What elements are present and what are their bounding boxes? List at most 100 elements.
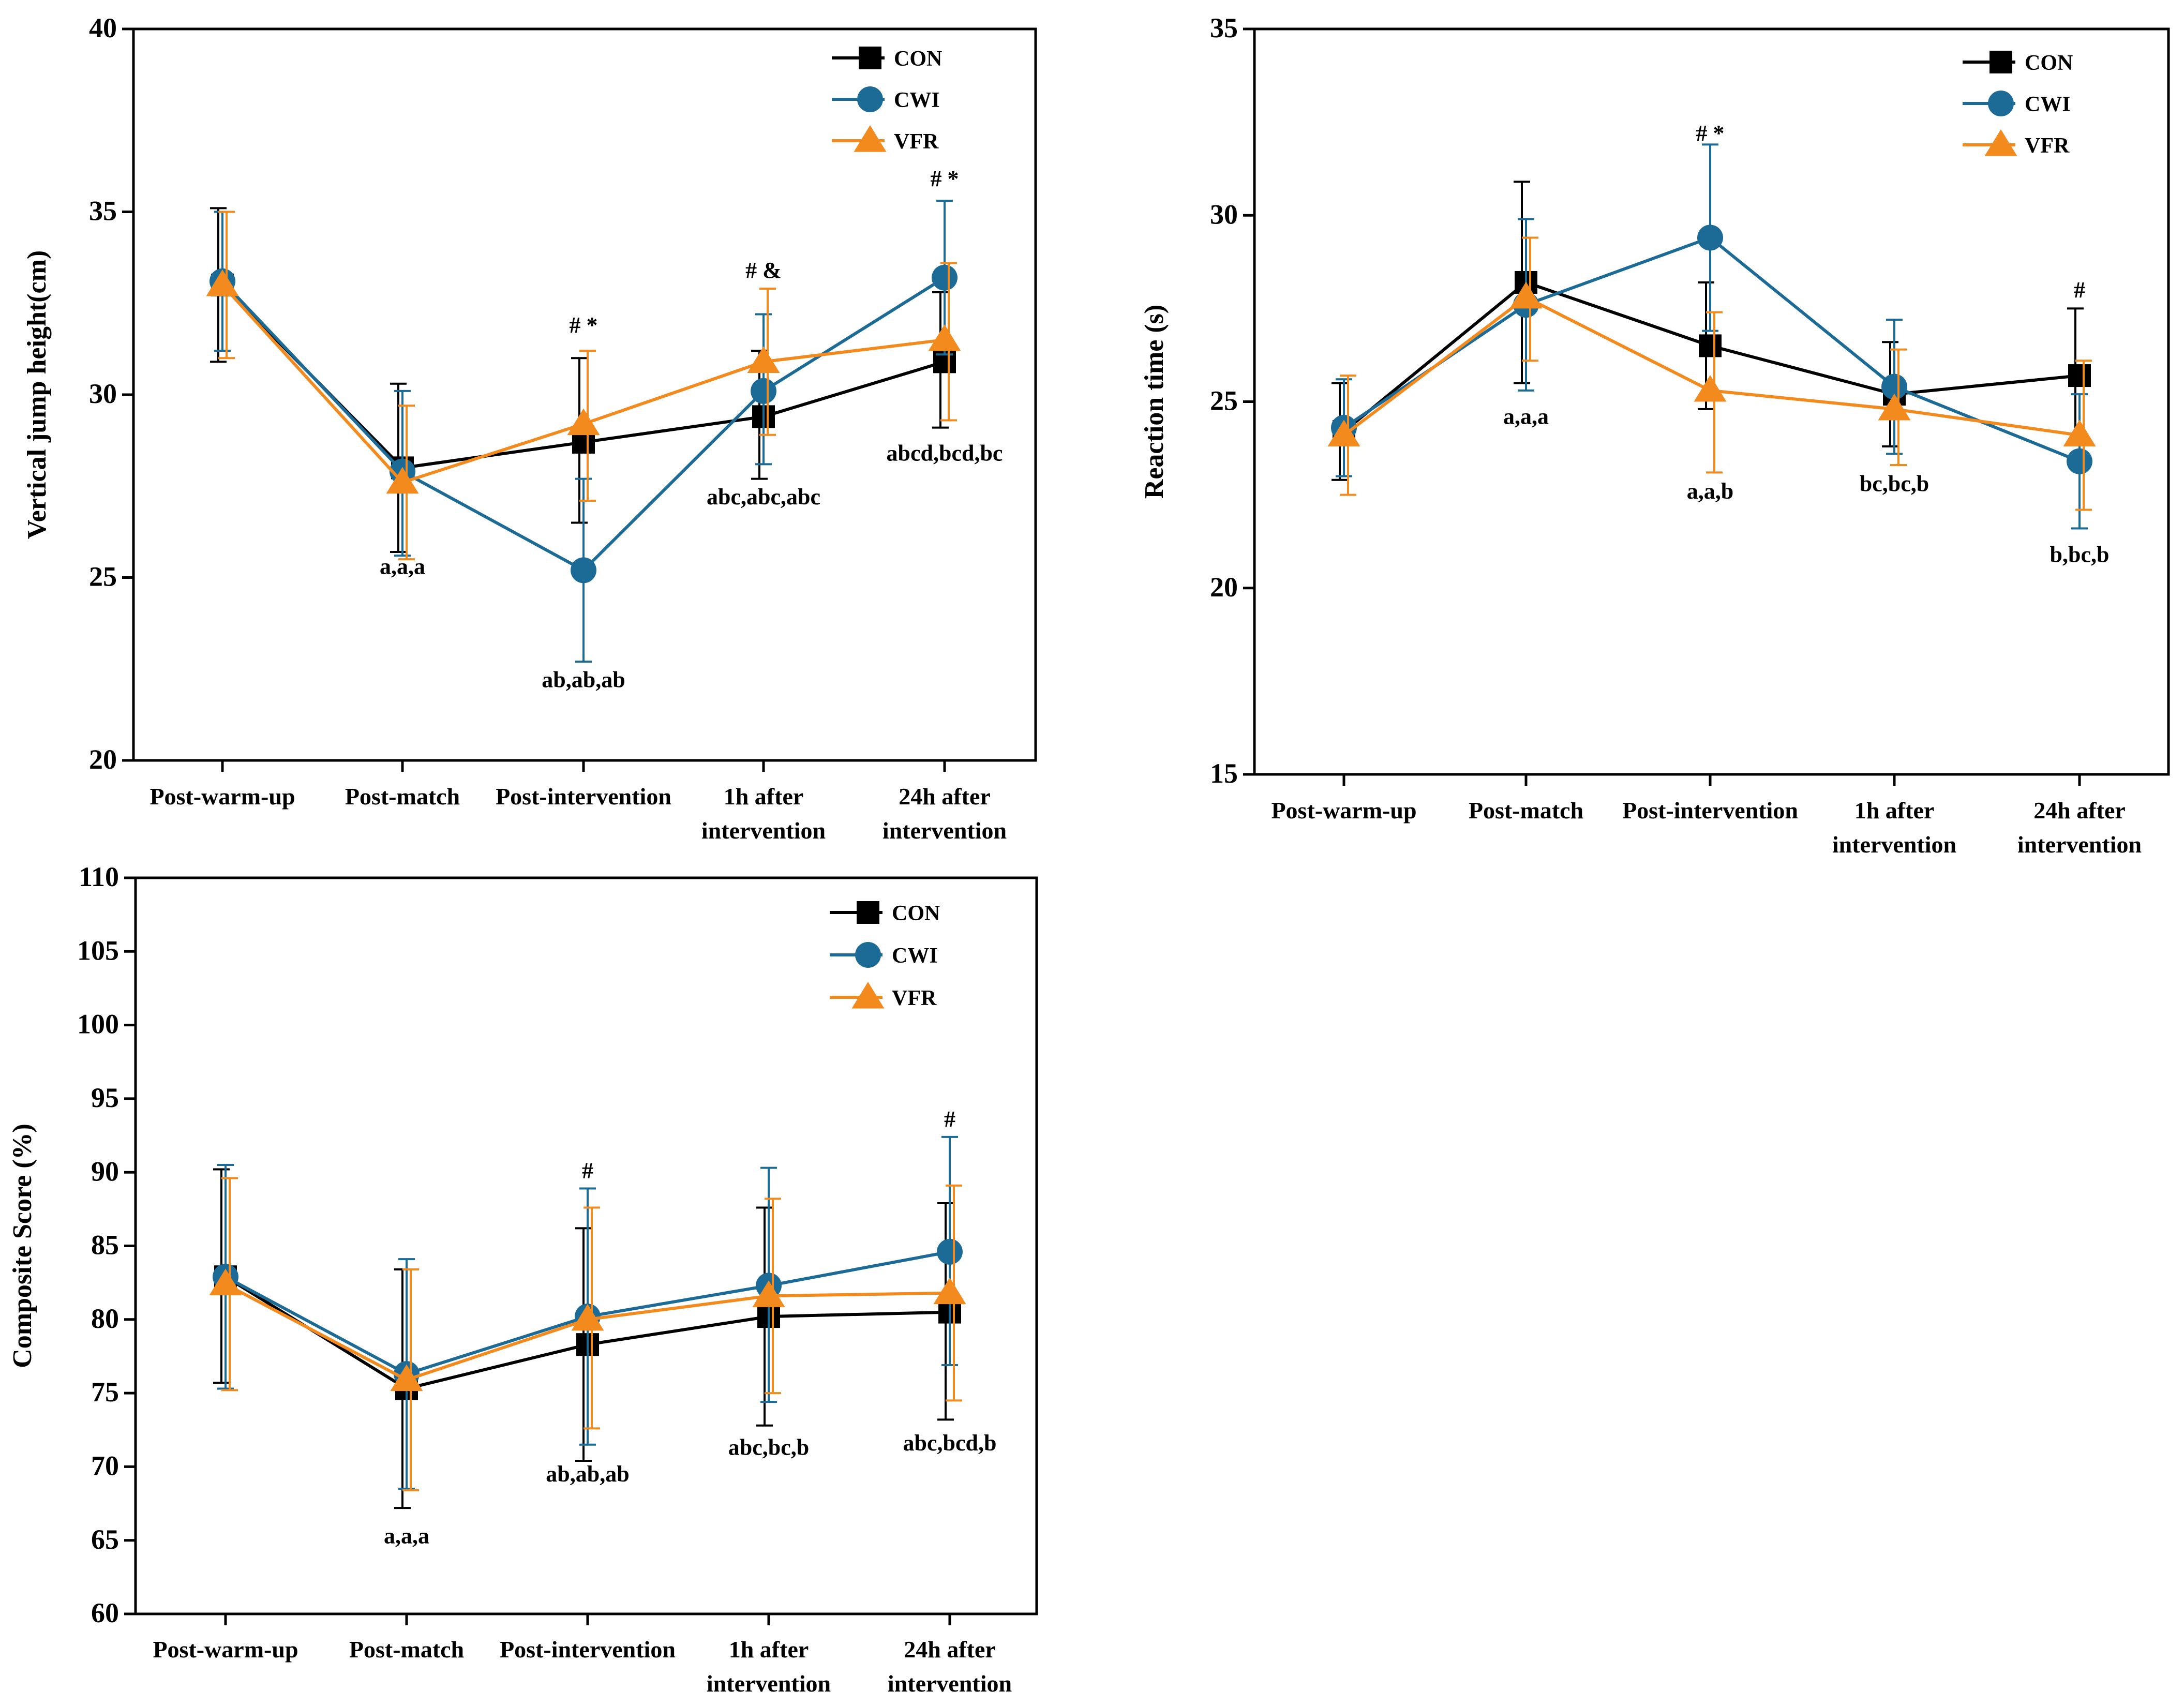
annotation: a,a,a: [380, 553, 425, 579]
data-point: [206, 269, 239, 296]
y-tick-label: 15: [1210, 758, 1238, 789]
x-tick-label: 1h after: [1854, 797, 1935, 824]
annotation: # *: [570, 312, 598, 338]
legend-marker: [1989, 51, 2012, 73]
legend-label: VFR: [894, 130, 939, 154]
legend: CON CWI VFR: [830, 901, 940, 1010]
y-tick-label: 30: [89, 378, 117, 409]
x-tick-label: intervention: [888, 1670, 1012, 1697]
y-tick-label: 60: [91, 1597, 119, 1628]
data-point: [571, 1304, 604, 1331]
x-tick-label: intervention: [701, 817, 826, 844]
data-point: [1881, 373, 1907, 400]
y-tick-label: 70: [91, 1450, 119, 1481]
legend-label: CON: [2025, 51, 2073, 75]
legend-label: CWI: [894, 88, 940, 112]
data-point: [933, 1277, 966, 1305]
y-tick-label: 65: [91, 1524, 119, 1555]
y-tick-label: 20: [89, 744, 117, 775]
y-tick-label: 105: [77, 935, 119, 966]
x-tick-label: Post-warm-up: [153, 1636, 298, 1663]
legend-marker: [854, 125, 887, 152]
data-point: [747, 346, 780, 373]
y-tick-label: 80: [91, 1303, 119, 1334]
data-point: [751, 378, 776, 404]
legend-marker: [1988, 91, 2014, 116]
y-tick-label: 25: [1210, 385, 1238, 416]
x-tick-label: intervention: [1832, 831, 1956, 858]
data-point: [390, 1364, 423, 1391]
y-tick-label: 25: [89, 561, 117, 592]
legend-label: VFR: [892, 986, 937, 1010]
annotation: # *: [1696, 121, 1725, 146]
annotation: #: [582, 1158, 593, 1184]
x-tick-label: Post-match: [345, 783, 460, 810]
annotation: ab,ab,ab: [542, 667, 625, 693]
annotation: abc,abc,abc: [707, 484, 820, 510]
x-tick-label: 24h after: [899, 783, 991, 810]
annotation: a,a,a: [384, 1523, 429, 1548]
annotation: bc,bc,b: [1860, 471, 1929, 496]
annotation: #: [2074, 277, 2085, 303]
x-tick-label: Post-warm-up: [1271, 797, 1416, 824]
annotation: a,a,b: [1687, 478, 1733, 504]
data-point: [1327, 420, 1360, 446]
data-point: [1694, 375, 1727, 402]
y-tick-label: 90: [91, 1156, 119, 1187]
data-point: [1699, 334, 1722, 357]
data-point: [937, 1238, 963, 1265]
data-point: [928, 324, 961, 351]
y-tick-label: 85: [91, 1230, 119, 1261]
x-tick-label: intervention: [2017, 831, 2142, 858]
legend-label: CON: [894, 47, 942, 71]
y-axis-label: Composite Score (%): [8, 1124, 37, 1368]
x-tick-label: Post-warm-up: [149, 783, 295, 810]
y-axis-label: Vertical jump height(cm): [22, 250, 52, 539]
legend-marker: [857, 901, 879, 924]
y-tick-label: 100: [77, 1009, 119, 1040]
data-point: [386, 467, 419, 494]
x-tick-label: Post-intervention: [1622, 797, 1798, 824]
data-point: [752, 1280, 785, 1307]
data-point: [2063, 420, 2096, 446]
legend-marker: [857, 86, 883, 112]
y-tick-label: 110: [79, 861, 119, 892]
legend: CON CWI VFR: [832, 47, 942, 154]
annotation: ab,ab,ab: [546, 1461, 629, 1487]
legend: CON CWI VFR: [1963, 51, 2073, 158]
annotation: abc,bc,b: [728, 1435, 809, 1460]
annotation: b,bc,b: [2050, 542, 2110, 567]
x-tick-label: intervention: [882, 817, 1007, 844]
x-tick-label: 24h after: [904, 1636, 996, 1663]
series-line: [1343, 295, 2080, 437]
series-vfr: [209, 1177, 966, 1491]
x-tick-label: 1h after: [724, 783, 804, 810]
y-tick-label: 30: [1210, 199, 1238, 230]
legend-label: CON: [892, 902, 940, 925]
data-point: [571, 557, 596, 583]
x-tick-label: 1h after: [729, 1636, 809, 1663]
y-tick-label: 40: [89, 12, 117, 43]
y-tick-label: 20: [1210, 572, 1238, 603]
data-point: [209, 1268, 242, 1296]
data-point: [932, 264, 958, 291]
chart-reaction-time: 15 20 25 30 35 Post-warm-up Post-match Post-int…: [1140, 12, 2170, 858]
y-tick-label: 35: [1210, 12, 1238, 43]
annotation: #: [944, 1106, 955, 1132]
data-point: [1697, 225, 1723, 251]
data-point: [2068, 364, 2091, 387]
data-point: [1878, 393, 1911, 421]
chart-vertical-jump: 20 25 30 35 40 Post-warm-up Post-match Post-int…: [22, 12, 1037, 844]
series-vfr: [1327, 236, 2096, 511]
legend-label: CWI: [892, 944, 938, 968]
y-axis-label: Reaction time (s): [1140, 305, 1169, 499]
annotation: # *: [931, 166, 959, 191]
data-point: [567, 408, 600, 436]
y-tick-label: 35: [89, 196, 117, 227]
x-tick-label: Post-intervention: [500, 1636, 676, 1663]
y-tick-label: 75: [91, 1376, 119, 1408]
legend-marker: [859, 47, 881, 69]
legend-marker: [851, 982, 885, 1009]
chart-composite-score: 60 65 70 75 80 85 90 95 100 105 110 Post-warm-up Pos…: [8, 861, 1038, 1697]
